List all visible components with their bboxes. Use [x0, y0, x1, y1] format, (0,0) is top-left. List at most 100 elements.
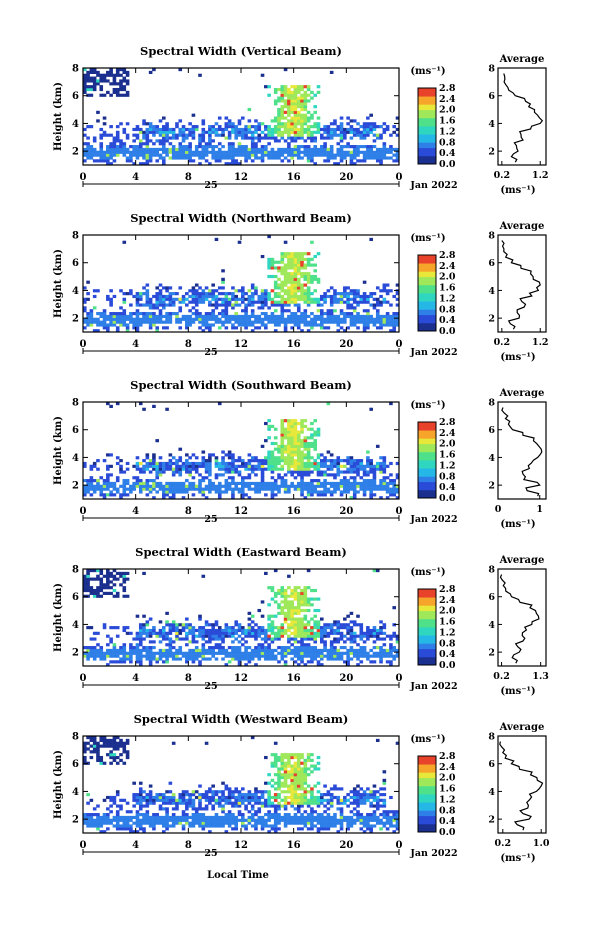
heatmap-cell: [287, 153, 291, 157]
heatmap-cell: [201, 127, 206, 132]
heatmap-cell: [359, 145, 364, 149]
heatmap-cell: [191, 136, 196, 140]
heatmap-cell: [227, 303, 232, 307]
heatmap-cell: [112, 569, 117, 573]
heatmap-cell: [162, 824, 166, 828]
heatmap-cell: [296, 90, 301, 94]
heatmap-cell: [165, 314, 169, 319]
heatmap-cell: [283, 93, 288, 97]
heatmap-cell: [270, 614, 275, 618]
heatmap-cell: [165, 623, 169, 627]
heatmap-cell: [257, 133, 262, 137]
heatmap-cell: [283, 436, 288, 440]
profile-x-label: (ms⁻¹): [500, 686, 535, 697]
heatmap-cell: [323, 626, 327, 630]
heatmap-cell: [283, 597, 288, 601]
heatmap-cell: [277, 459, 281, 463]
heatmap-cell: [250, 329, 255, 333]
heatmap-cell: [178, 821, 183, 825]
heatmap-cell: [362, 159, 367, 163]
heatmap-cell: [273, 309, 278, 313]
heatmap-cell: [277, 660, 281, 664]
heatmap-cell: [145, 801, 150, 805]
heatmap-cell: [208, 631, 212, 635]
heatmap-cell: [99, 145, 104, 149]
heatmap-cell: [352, 623, 357, 627]
heatmap-cell: [296, 611, 301, 615]
heatmap-cell: [115, 660, 120, 664]
heatmap-cell: [313, 139, 318, 143]
heatmap-cell: [254, 153, 258, 157]
heatmap-cell: [185, 323, 189, 327]
heatmap-cell: [267, 467, 271, 471]
heatmap-cell: [148, 464, 153, 468]
heatmap-cell: [148, 127, 153, 132]
heatmap-cell: [224, 815, 229, 820]
heatmap-cell: [362, 317, 367, 321]
heatmap-cell: [257, 294, 262, 299]
colorbar-segment: [418, 462, 436, 466]
heatmap-cell: [352, 467, 357, 471]
heatmap-cell: [303, 127, 308, 132]
heatmap-cell: [221, 807, 225, 811]
heatmap-cell: [122, 142, 127, 146]
heatmap-cell: [175, 150, 179, 154]
heatmap-cell: [165, 326, 169, 330]
heatmap-cell: [336, 623, 341, 627]
heatmap-cell: [244, 320, 248, 324]
heatmap-cell: [303, 617, 308, 621]
heatmap-cell: [323, 646, 327, 650]
heatmap-cell: [102, 744, 107, 748]
colorbar-unit: (ms⁻¹): [410, 233, 445, 244]
heatmap-cell: [264, 493, 268, 497]
heatmap-cell: [241, 294, 245, 299]
heatmap-cell: [372, 153, 377, 157]
heatmap-cell: [333, 133, 337, 137]
heatmap-cell: [221, 793, 225, 797]
heatmap-cell: [283, 329, 288, 333]
heatmap-cell: [395, 156, 400, 160]
colorbar-tick-label: 0.8: [439, 137, 456, 148]
heatmap-cell: [198, 818, 202, 822]
heatmap-cell: [96, 750, 100, 754]
heatmap-cell: [188, 147, 192, 152]
heatmap-cell: [237, 626, 242, 630]
colorbar-segment: [418, 468, 436, 472]
heatmap-cell: [165, 660, 169, 664]
heatmap-cell: [158, 309, 163, 313]
heatmap-cell: [277, 119, 281, 123]
heatmap-cell: [234, 303, 239, 307]
heatmap-cell: [155, 147, 160, 152]
heatmap-cell: [129, 487, 133, 491]
heatmap-cell: [135, 651, 140, 655]
heatmap-cell: [287, 303, 291, 307]
heatmap-cell: [214, 459, 219, 463]
heatmap-cell: [280, 419, 285, 423]
colorbar-segment: [418, 470, 436, 474]
heatmap-cell: [175, 292, 179, 296]
heatmap-cell: [168, 818, 173, 822]
heatmap-cell: [178, 147, 183, 152]
heatmap-cell: [145, 142, 150, 146]
heatmap-cell: [257, 459, 262, 463]
heatmap-cell: [208, 646, 212, 650]
heatmap-cell: [372, 464, 377, 468]
heatmap-cell: [102, 813, 107, 817]
heatmap-cell: [148, 790, 153, 794]
heatmap-cell: [329, 127, 334, 132]
heatmap-cell: [320, 317, 324, 321]
heatmap-cell: [158, 634, 163, 638]
heatmap-cell: [287, 294, 291, 299]
heatmap-cell: [145, 631, 150, 635]
heatmap-cell: [372, 303, 377, 307]
heatmap-cell: [326, 130, 331, 134]
heatmap-cell: [290, 600, 294, 604]
heatmap-cell: [290, 297, 294, 301]
heatmap-cell: [224, 631, 229, 635]
heatmap-cell: [300, 102, 304, 106]
heatmap-cell: [379, 626, 383, 630]
heatmap-cell: [208, 145, 212, 149]
heatmap-cell: [280, 479, 285, 483]
heatmap-cell: [277, 456, 281, 460]
heatmap-cell: [102, 496, 107, 500]
